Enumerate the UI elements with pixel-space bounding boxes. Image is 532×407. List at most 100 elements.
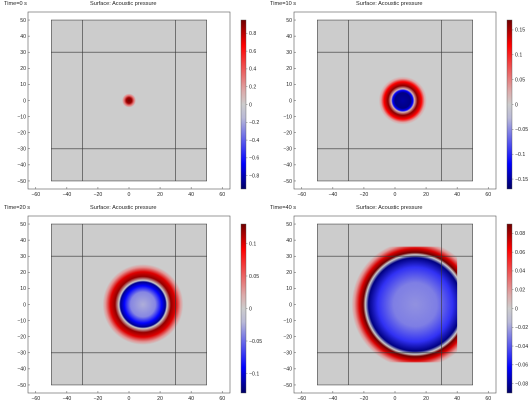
pressure-field xyxy=(378,76,427,125)
x-tick-label: 60 xyxy=(485,192,491,198)
y-tick-label: −20 xyxy=(17,130,26,136)
colorbar-tick-label: 0.2 xyxy=(249,85,256,91)
y-tick-label: −10 xyxy=(17,114,26,120)
colorbar-tick-label: −0.1 xyxy=(249,371,259,377)
pressure-wave xyxy=(351,246,458,363)
colorbar-tick-label: 0.1 xyxy=(515,53,522,59)
y-tick-label: 40 xyxy=(286,238,292,244)
plot-svg-1: −60 −40 −20 0 20 40 60 50 40 30 20 10 0 −10 −20 −30 −40 −… xyxy=(17,11,259,198)
y-tick-label: 0 xyxy=(23,98,26,104)
y-tick-label: −10 xyxy=(17,318,26,324)
time-label: Time=20 s xyxy=(4,205,31,211)
y-tick-label: 40 xyxy=(20,238,26,244)
x-tick-label: −20 xyxy=(94,396,103,402)
colorbar-tick-label: 0.06 xyxy=(515,250,525,256)
colorbar-tick-label: −0.02 xyxy=(515,325,528,331)
colorbar-tick-label: 0.05 xyxy=(515,77,525,83)
x-tick-label: −20 xyxy=(360,396,369,402)
y-tick-label: −40 xyxy=(17,367,26,373)
y-tick-label: 30 xyxy=(286,50,292,56)
x-tick-label: −40 xyxy=(62,396,71,402)
colorbar-tick-label: −0.2 xyxy=(249,120,259,126)
y-tick-label: 10 xyxy=(286,286,292,292)
pressure-wave xyxy=(378,76,427,125)
y-tick-label: 0 xyxy=(289,98,292,104)
x-tick-label: −20 xyxy=(94,192,103,198)
y-tick-label: 30 xyxy=(20,50,26,56)
colorbar-tick-label: 0 xyxy=(249,306,252,312)
y-tick-label: −30 xyxy=(17,351,26,357)
x-tick-label: 60 xyxy=(485,396,491,402)
colorbar-tick-label: −0.6 xyxy=(249,156,259,162)
y-tick-label: 50 xyxy=(20,18,26,24)
y-tick-label: 40 xyxy=(286,34,292,40)
y-tick-label: 10 xyxy=(286,82,292,88)
y-tick-label: −30 xyxy=(17,147,26,153)
colorbar-tick-label: −0.06 xyxy=(515,363,528,369)
plot-panel-4: −60 −40 −20 0 20 40 60 50 40 30 20 10 0 −10 −20 −30 −40 −… xyxy=(266,204,532,407)
y-tick-label: −10 xyxy=(283,114,292,120)
colorbar-tick-label: −0.8 xyxy=(249,173,259,179)
x-tick-label: 40 xyxy=(454,396,460,402)
time-label: Time=10 s xyxy=(270,1,297,7)
plot-svg-4: −60 −40 −20 0 20 40 60 50 40 30 20 10 0 −10 −20 −30 −40 −… xyxy=(283,215,528,402)
plot-svg-3: −60 −40 −20 0 20 40 60 50 40 30 20 10 0 −10 −20 −30 −40 −… xyxy=(17,215,262,402)
colorbar-tick-label: −0.05 xyxy=(249,339,262,345)
colorbar-tick-label: 0 xyxy=(515,102,518,108)
x-tick-label: 20 xyxy=(423,396,429,402)
x-tick-label: −60 xyxy=(297,396,306,402)
colorbar-tick-label: 0.04 xyxy=(515,269,525,275)
y-tick-label: 30 xyxy=(20,254,26,260)
time-label: Time=0 s xyxy=(4,1,27,7)
colorbar-tick-label: −0.08 xyxy=(515,381,528,387)
colorbar xyxy=(506,223,513,394)
plot-title: Surface: Acoustic pressure xyxy=(356,1,423,7)
x-tick-label: 40 xyxy=(454,192,460,198)
y-tick-label: −20 xyxy=(283,130,292,136)
pressure-wave xyxy=(102,264,184,345)
colorbar-tick-label: −0.4 xyxy=(249,138,259,144)
x-tick-label: 0 xyxy=(394,396,397,402)
x-tick-label: −40 xyxy=(328,192,337,198)
colorbar-tick-label: 0.4 xyxy=(249,67,256,73)
y-tick-label: 20 xyxy=(286,270,292,276)
pressure-field xyxy=(351,246,458,363)
y-tick-label: 40 xyxy=(20,34,26,40)
x-tick-label: 60 xyxy=(219,192,225,198)
colorbar-tick-label: −0.04 xyxy=(515,344,528,350)
plot-panel-2: −60 −40 −20 0 20 40 60 50 40 30 20 10 0 −10 −20 −30 −40 −… xyxy=(266,0,532,203)
colorbar xyxy=(240,19,247,190)
colorbar-tick-label: −0.1 xyxy=(515,152,525,158)
colorbar-tick-label: 0.6 xyxy=(249,49,256,55)
y-tick-label: 0 xyxy=(289,302,292,308)
plot-title: Surface: Acoustic pressure xyxy=(356,205,423,211)
y-tick-label: 0 xyxy=(23,302,26,308)
y-tick-label: −50 xyxy=(283,383,292,389)
x-tick-label: −60 xyxy=(31,396,40,402)
plot-svg-2: −60 −40 −20 0 20 40 60 50 40 30 20 10 0 −10 −20 −30 −40 −… xyxy=(283,11,528,198)
colorbar-tick-label: 0 xyxy=(515,306,518,312)
y-tick-label: −50 xyxy=(17,179,26,185)
y-tick-label: −40 xyxy=(283,163,292,169)
y-tick-label: −50 xyxy=(283,179,292,185)
colorbar-tick-label: 0.8 xyxy=(249,31,256,37)
y-tick-label: 10 xyxy=(20,286,26,292)
x-tick-label: 20 xyxy=(157,396,163,402)
y-tick-label: 10 xyxy=(20,82,26,88)
y-tick-label: 20 xyxy=(286,66,292,72)
plot-panel-1: −60 −40 −20 0 20 40 60 50 40 30 20 10 0 −10 −20 −30 −40 −… xyxy=(0,0,266,203)
x-tick-label: 40 xyxy=(188,192,194,198)
plot-title: Surface: Acoustic pressure xyxy=(90,1,157,7)
x-tick-label: 20 xyxy=(423,192,429,198)
x-tick-label: −60 xyxy=(31,192,40,198)
y-tick-label: 20 xyxy=(20,270,26,276)
time-label: Time=40 s xyxy=(270,205,297,211)
y-tick-label: −40 xyxy=(17,163,26,169)
y-tick-label: −30 xyxy=(283,147,292,153)
pressure-field xyxy=(102,264,184,345)
colorbar-tick-label: 0.02 xyxy=(515,288,525,294)
x-tick-label: −20 xyxy=(360,192,369,198)
x-tick-label: 20 xyxy=(157,192,163,198)
y-tick-label: −20 xyxy=(283,334,292,340)
